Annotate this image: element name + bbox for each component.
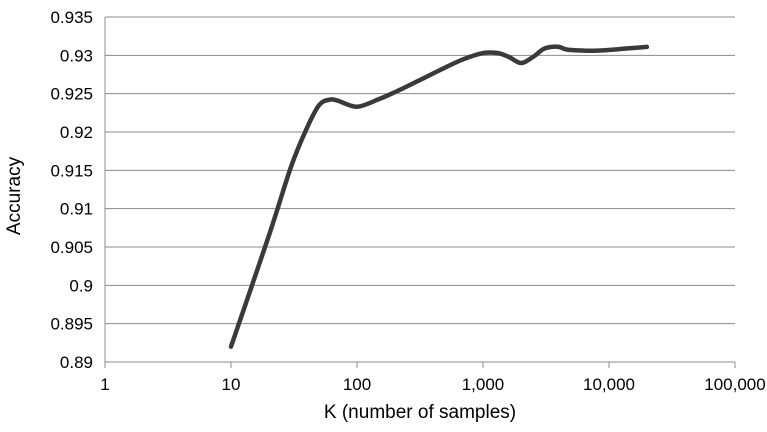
series: [228, 44, 650, 349]
data-point: [587, 49, 591, 53]
data-point: [563, 47, 567, 51]
series-line: [228, 44, 650, 349]
data-point: [531, 55, 535, 59]
data-point: [625, 46, 629, 50]
x-tick-label: 1: [100, 375, 109, 394]
y-tick-label: 0.89: [60, 353, 93, 372]
y-tick-label: 0.9: [69, 276, 93, 295]
data-point: [377, 97, 381, 101]
axes: [104, 17, 736, 368]
x-tick-label: 100,000: [704, 375, 765, 394]
gridlines: [105, 16, 735, 363]
y-tick-label: 0.895: [50, 315, 93, 334]
data-point: [327, 98, 331, 102]
data-point: [415, 79, 419, 83]
y-tick-label: 0.905: [50, 238, 93, 257]
data-point: [550, 45, 554, 49]
data-point: [335, 99, 339, 103]
x-axis-title: K (number of samples): [324, 402, 516, 423]
data-point: [289, 165, 293, 169]
data-point: [305, 126, 309, 130]
data-point: [481, 51, 485, 55]
data-point: [557, 45, 561, 49]
data-point: [607, 48, 611, 52]
y-tick-label: 0.925: [50, 85, 93, 104]
x-tick-label: 100: [343, 375, 371, 394]
y-tick-label: 0.935: [50, 8, 93, 27]
data-point: [645, 45, 649, 49]
y-tick-label: 0.93: [60, 46, 93, 65]
data-point: [393, 90, 397, 94]
data-point: [507, 55, 511, 59]
data-point: [443, 66, 447, 70]
data-point: [569, 48, 573, 52]
y-tick-label: 0.92: [60, 123, 93, 142]
data-point: [519, 61, 523, 65]
data-point: [541, 47, 545, 51]
data-point: [267, 234, 271, 238]
data-point: [495, 51, 499, 55]
x-tick-label: 10: [222, 375, 241, 394]
x-tick-label: 1,000: [462, 375, 505, 394]
data-point: [317, 103, 321, 107]
data-point: [229, 345, 233, 349]
y-tick-label: 0.915: [50, 161, 93, 180]
tick-labels: 0.89 0.895 0.9 0.905 0.91 0.915 0.92 0.925 0.93 0…: [50, 8, 765, 394]
y-tick-label: 0.91: [60, 200, 93, 219]
data-point: [355, 105, 359, 109]
x-tick-label: 10,000: [583, 375, 635, 394]
y-axis-title: Accuracy: [4, 156, 25, 235]
data-point: [461, 57, 465, 61]
